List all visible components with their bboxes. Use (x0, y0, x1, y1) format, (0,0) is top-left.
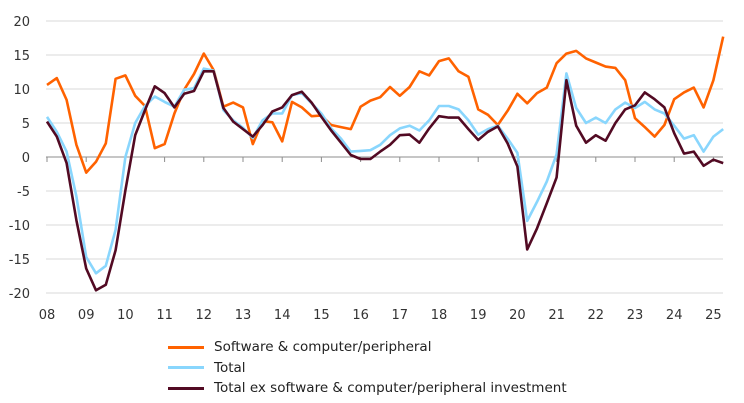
legend: Software & computer/peripheral Total Tot… (168, 337, 567, 399)
legend-item-software: Software & computer/peripheral (168, 337, 567, 358)
x-tick-label: 17 (392, 308, 409, 323)
y-tick-label: -15 (9, 253, 30, 268)
x-tick-label: 10 (117, 308, 134, 323)
x-tick-label: 21 (548, 308, 565, 323)
legend-label-total: Total (214, 359, 246, 376)
y-tick-label: 5 (22, 117, 30, 132)
y-tick-label: -20 (9, 287, 30, 302)
legend-label-total-ex: Total ex software & computer/peripheral … (214, 380, 567, 397)
x-tick-label: 14 (274, 308, 291, 323)
x-tick-label: 12 (196, 308, 213, 323)
series-line-total (45, 67, 724, 275)
x-tick-label: 16 (352, 308, 369, 323)
legend-swatch-software (168, 345, 204, 349)
x-tick-label: 24 (666, 308, 683, 323)
x-axis: 08 09 10 11 12 13 14 15 16 17 18 19 20 21 22 23 24 25 (39, 156, 723, 323)
legend-label-software: Software & computer/peripheral (214, 339, 432, 356)
y-tick-label: -10 (9, 219, 30, 234)
legend-item-total-ex: Total ex software & computer/peripheral … (168, 378, 567, 399)
legend-swatch-total (168, 366, 204, 370)
y-axis-tick-labels: 20 15 10 5 0 -5 -10 -15 -20 (9, 15, 30, 302)
x-tick-label: 20 (509, 308, 526, 323)
x-tick-label: 19 (470, 308, 487, 323)
x-tick-label: 08 (39, 308, 56, 323)
x-tick-label: 11 (156, 308, 173, 323)
x-tick-label: 22 (588, 308, 605, 323)
x-tick-label: 23 (627, 308, 644, 323)
x-tick-label: 15 (313, 308, 330, 323)
y-tick-label: -5 (17, 185, 30, 200)
x-tick-label: 09 (78, 308, 95, 323)
x-tick-label: 18 (431, 308, 448, 323)
y-tick-label: 15 (13, 49, 30, 64)
series-line-software (46, 36, 725, 174)
line-chart: 20 15 10 5 0 -5 -10 -15 -20 08 09 10 11 12 13 14 15 16 17… (9, 15, 725, 323)
legend-swatch-total-ex (168, 386, 204, 390)
series-lines (45, 36, 725, 292)
y-tick-label: 10 (13, 83, 30, 98)
y-tick-label: 20 (13, 15, 30, 30)
y-tick-label: 0 (22, 151, 30, 166)
x-tick-label: 13 (235, 308, 252, 323)
legend-item-total: Total (168, 358, 567, 379)
series-line-total-ex (45, 70, 724, 292)
x-tick-label: 25 (705, 308, 722, 323)
